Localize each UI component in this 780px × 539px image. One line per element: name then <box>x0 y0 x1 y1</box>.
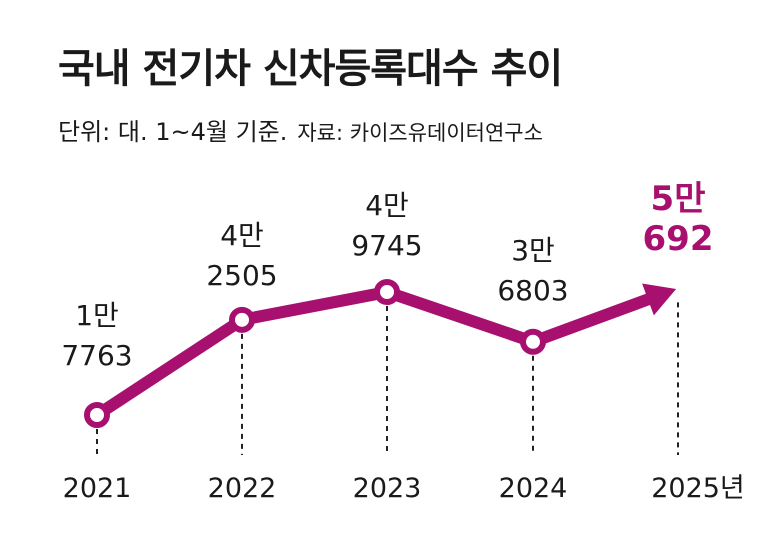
unit-note: 단위: 대. 1~4월 기준. <box>58 118 288 146</box>
data-label: 3만 <box>511 234 555 267</box>
x-tick-label: 2025년 <box>651 473 745 504</box>
page-title: 국내 전기차 신차등록대수 추이 <box>58 46 563 92</box>
data-label: 692 <box>643 219 714 259</box>
data-label: 5만 <box>651 179 706 219</box>
data-point <box>374 279 400 305</box>
data-label: 4만 <box>365 189 409 222</box>
data-label: 9745 <box>351 229 422 262</box>
data-label: 7763 <box>61 339 132 372</box>
subtitle: 단위: 대. 1~4월 기준. 자료: 카이즈유데이터연구소 <box>58 112 543 147</box>
data-label: 2505 <box>206 259 277 292</box>
x-tick-label: 2021 <box>63 473 132 504</box>
x-tick-label: 2022 <box>208 473 277 504</box>
series-line <box>91 286 654 421</box>
data-point <box>84 402 110 428</box>
x-tick-label: 2023 <box>353 473 422 504</box>
data-label: 6803 <box>497 274 568 307</box>
data-label: 1만 <box>75 299 119 332</box>
data-point <box>520 328 546 355</box>
arrowhead <box>642 283 677 316</box>
data-label: 4만 <box>220 219 264 252</box>
x-tick-label: 2024 <box>499 473 568 504</box>
data-point <box>229 306 255 333</box>
source-note: 자료: 카이즈유데이터연구소 <box>297 121 543 145</box>
